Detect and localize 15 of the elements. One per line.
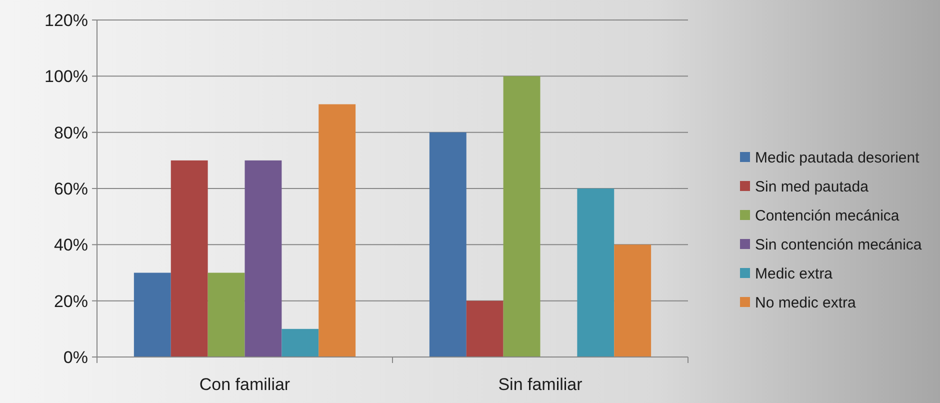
y-tick-label: 100%: [44, 67, 88, 86]
y-tick-label: 0%: [63, 348, 88, 367]
y-tick-label: 120%: [44, 10, 88, 30]
legend-label: No medic extra: [755, 294, 857, 312]
legend-label: Sin contención mecánica: [755, 236, 922, 254]
y-tick-label: 20%: [54, 292, 88, 311]
y-tick-label: 80%: [54, 123, 88, 142]
y-tick-label: 60%: [54, 179, 88, 198]
x-tick-label: Con familiar: [199, 375, 290, 394]
legend-label: Medic pautada desorient: [755, 149, 920, 166]
y-tick-label: 40%: [54, 236, 88, 255]
x-tick-label: Sin familiar: [498, 375, 583, 394]
legend-label: Contención mecánica: [755, 207, 900, 224]
legend-label: Sin med pautada: [755, 178, 870, 196]
legend-label: Medic extra: [755, 265, 834, 282]
